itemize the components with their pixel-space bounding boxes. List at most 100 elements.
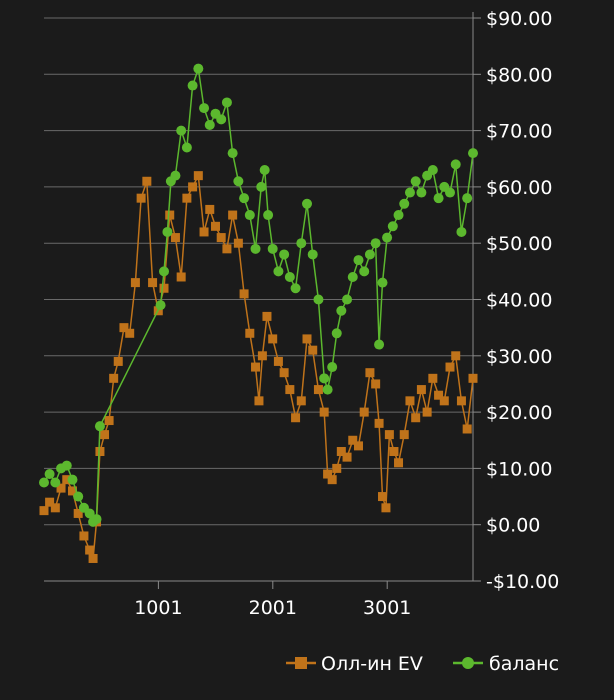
data-point <box>148 278 158 288</box>
data-point <box>359 266 370 277</box>
data-point <box>279 368 289 378</box>
data-point <box>188 182 198 192</box>
data-point <box>256 181 267 192</box>
data-point <box>170 170 181 181</box>
data-point <box>468 373 478 383</box>
data-point <box>67 474 78 485</box>
data-point <box>125 328 135 338</box>
data-point <box>100 430 110 440</box>
data-point <box>245 328 255 338</box>
x-tick-label: 2001 <box>249 597 297 619</box>
data-point <box>342 294 353 305</box>
data-point <box>445 362 455 372</box>
data-point <box>353 255 364 266</box>
data-point <box>39 506 49 516</box>
data-point <box>410 176 421 187</box>
data-point <box>296 396 306 406</box>
data-point <box>50 503 60 513</box>
data-point <box>389 447 399 457</box>
data-point <box>193 171 203 181</box>
data-point <box>233 176 244 187</box>
data-point <box>136 193 146 203</box>
series-0 <box>39 171 478 563</box>
data-point <box>199 103 210 114</box>
data-point <box>347 271 358 282</box>
data-point <box>308 345 318 355</box>
data-point <box>205 204 215 214</box>
data-point <box>109 373 119 383</box>
data-point <box>84 508 95 519</box>
data-point <box>259 165 270 176</box>
data-point <box>399 198 410 209</box>
data-point <box>228 210 238 220</box>
data-point <box>95 447 105 457</box>
data-point <box>210 221 220 231</box>
data-point <box>263 210 274 221</box>
data-point <box>204 119 215 130</box>
y-tick-label: -$10.00 <box>486 571 559 593</box>
data-point <box>85 545 95 555</box>
data-point <box>67 486 77 496</box>
data-point <box>462 193 473 204</box>
data-point <box>257 351 267 361</box>
data-point <box>445 187 456 198</box>
x-tick-label: 3001 <box>363 597 411 619</box>
data-point <box>427 165 438 176</box>
data-point <box>50 477 61 488</box>
data-point <box>221 97 232 108</box>
data-point <box>170 233 180 243</box>
x-tick-label: 1001 <box>134 597 182 619</box>
data-point <box>273 266 284 277</box>
data-point <box>279 249 290 260</box>
data-point <box>378 492 388 502</box>
legend[interactable]: Олл-ин EV баланс <box>286 653 559 675</box>
data-point <box>468 148 478 159</box>
data-point <box>313 385 323 395</box>
data-point <box>364 249 375 260</box>
data-point <box>94 421 105 432</box>
data-point <box>39 477 49 488</box>
data-point <box>404 187 415 198</box>
legend-item-all-in-ev[interactable]: Олл-ин EV <box>286 653 423 675</box>
legend-all-in-ev-label: Олл-ин EV <box>321 653 423 675</box>
data-point <box>159 283 169 293</box>
data-point <box>254 396 264 406</box>
data-point <box>267 243 278 254</box>
data-point <box>290 283 301 294</box>
data-point <box>62 475 72 485</box>
legend-item-balance[interactable]: баланс <box>453 653 559 675</box>
data-point <box>227 148 238 159</box>
data-point <box>155 300 166 311</box>
data-point <box>450 159 461 170</box>
y-tick-label: $50.00 <box>486 233 552 255</box>
data-point <box>56 483 66 493</box>
series-1 <box>39 63 478 527</box>
data-point <box>307 249 318 260</box>
data-point <box>405 396 415 406</box>
series-layer <box>39 63 478 563</box>
data-point <box>284 271 295 282</box>
data-point <box>182 193 192 203</box>
axes <box>44 12 481 589</box>
data-point <box>322 384 333 395</box>
y-tick-label: $80.00 <box>486 64 552 86</box>
data-point <box>187 80 198 91</box>
y-tick-label: $10.00 <box>486 458 552 480</box>
data-point <box>313 294 324 305</box>
data-point <box>327 362 338 373</box>
data-point <box>428 373 438 383</box>
data-point <box>119 323 129 333</box>
data-point <box>176 125 187 136</box>
data-point <box>323 469 333 479</box>
data-point <box>365 368 375 378</box>
data-point <box>451 351 461 361</box>
data-point <box>88 553 98 563</box>
data-point <box>342 452 352 462</box>
y-tick-label: $40.00 <box>486 290 552 312</box>
data-point <box>251 362 261 372</box>
data-point <box>159 266 170 277</box>
data-point <box>433 193 444 204</box>
data-point <box>416 187 427 198</box>
